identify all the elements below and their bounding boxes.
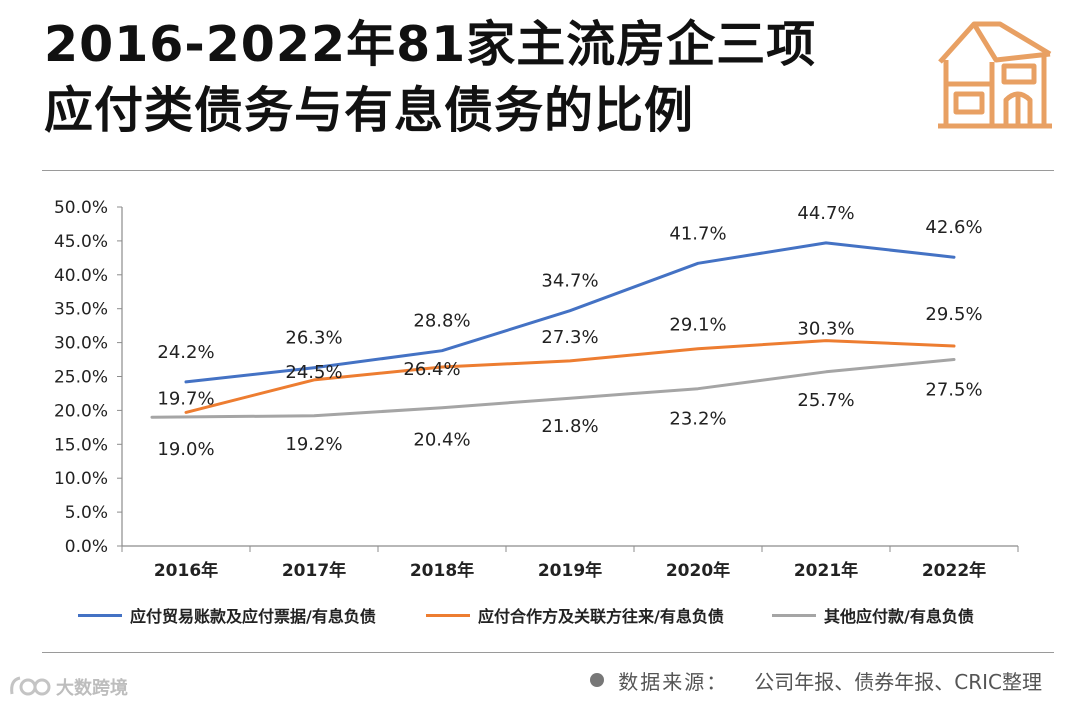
y-tick-label: 35.0% [54, 300, 108, 320]
source-bullet-icon [590, 673, 605, 687]
bottom-divider [42, 652, 1054, 653]
data-label: 28.8% [413, 311, 470, 332]
series-line-0 [184, 241, 956, 384]
data-label: 30.3% [797, 319, 854, 340]
x-tick-label: 2020年 [666, 560, 730, 581]
legend-swatch-blue [78, 613, 122, 617]
y-tick-label: 25.0% [54, 368, 108, 388]
x-tick-label: 2016年 [154, 560, 218, 581]
legend-label-orange: 应付合作方及关联方往来/有息负债 [478, 607, 724, 626]
house-icon [938, 21, 1052, 129]
source-text: 公司年报、债券年报、CRIC整理 [754, 669, 1042, 694]
y-tick-label: 45.0% [54, 232, 108, 252]
title-line-1: 2016-2022年81家主流房企三项 [44, 16, 817, 73]
data-label: 34.7% [541, 271, 598, 292]
data-label: 27.3% [541, 327, 598, 348]
x-tick-label: 2021年 [794, 560, 858, 581]
data-label: 21.8% [541, 416, 598, 437]
line-chart: 0.0% 5.0% 10.0% 15.0% 20.0% 25.0% 30.0% 35.0% 40… [54, 198, 1019, 581]
title-line-2: 应付类债务与有息债务的比例 [44, 82, 695, 139]
legend-label-blue: 应付贸易账款及应付票据/有息负债 [130, 607, 376, 626]
data-label: 41.7% [669, 223, 726, 244]
y-tick-label: 5.0% [65, 503, 108, 523]
legend-item-blue: 应付贸易账款及应付票据/有息负债 [78, 600, 376, 630]
y-tick-label: 30.0% [54, 334, 108, 354]
series-line-1 [184, 339, 956, 414]
x-tick-label: 2019年 [538, 560, 602, 581]
series-line-2 [150, 358, 956, 419]
data-label: 19.2% [285, 434, 342, 455]
data-label: 27.5% [925, 380, 982, 401]
data-label: 29.5% [925, 304, 982, 325]
data-label: 19.7% [157, 388, 214, 409]
y-tick-label: 15.0% [54, 435, 108, 455]
data-label: 25.7% [797, 390, 854, 411]
watermark-logo-icon [10, 676, 51, 696]
legend-swatch-orange [426, 613, 470, 617]
data-label: 26.3% [285, 328, 342, 349]
watermark: 大数跨境 [8, 674, 128, 700]
y-tick-label: 0.0% [65, 537, 108, 557]
y-tick-label: 20.0% [54, 401, 108, 421]
legend-item-orange: 应付合作方及关联方往来/有息负债 [426, 600, 724, 630]
legend-item-gray: 其他应付款/有息负债 [772, 600, 974, 630]
chart-legend: 应付贸易账款及应付票据/有息负债 应付合作方及关联方往来/有息负债 其他应付款/… [0, 600, 1080, 630]
y-tick-label: 50.0% [54, 198, 108, 218]
data-label: 23.2% [669, 409, 726, 430]
source-label: 数据来源： [618, 669, 729, 694]
y-tick-label: 10.0% [54, 469, 108, 489]
x-tick-label: 2022年 [922, 560, 986, 581]
y-tick-label: 40.0% [54, 266, 108, 286]
data-label: 24.2% [157, 342, 214, 363]
data-label: 26.4% [403, 359, 460, 380]
page-title: 2016-2022年81家主流房企三项 应付类债务与有息债务的比例 [44, 12, 924, 144]
legend-swatch-gray [772, 613, 816, 617]
top-divider [42, 170, 1054, 171]
data-label: 42.6% [925, 217, 982, 238]
data-label: 44.7% [797, 203, 854, 224]
data-label: 24.5% [285, 362, 342, 383]
source-note: 数据来源： 公司年报、债券年报、CRIC整理 [590, 664, 1042, 696]
watermark-text: 大数跨境 [56, 678, 128, 699]
legend-label-gray: 其他应付款/有息负债 [824, 607, 974, 626]
data-label: 29.1% [669, 315, 726, 336]
x-tick-label: 2017年 [282, 560, 346, 581]
x-tick-label: 2018年 [410, 560, 474, 581]
data-label: 20.4% [413, 430, 470, 451]
data-label: 19.0% [157, 439, 214, 460]
